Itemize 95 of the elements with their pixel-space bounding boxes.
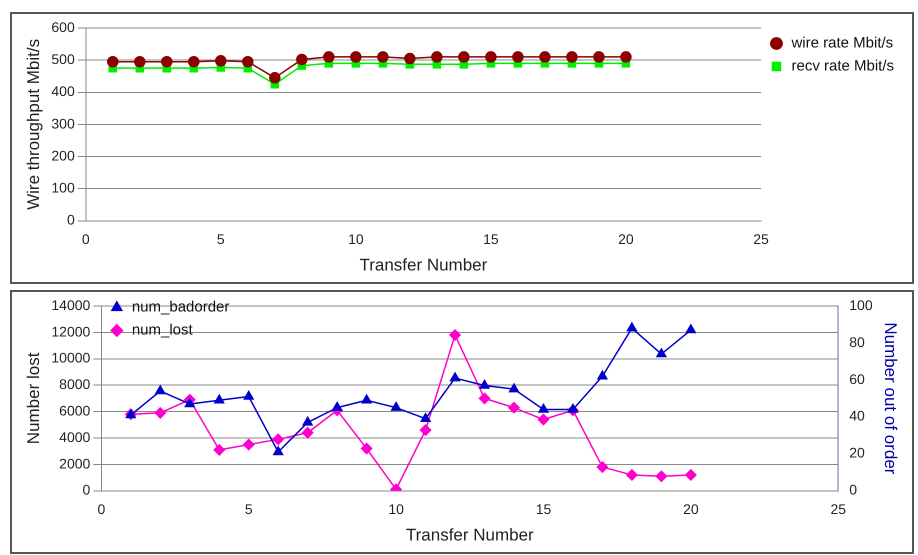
- y-axis-title: Wire throughput Mbit/s: [24, 38, 43, 210]
- y2-tick-label: 20: [849, 444, 866, 461]
- point: [656, 470, 668, 482]
- y-tick-label: 10000: [51, 350, 91, 366]
- point: [620, 51, 632, 63]
- y2-tick-label: 40: [849, 408, 866, 424]
- point: [420, 424, 432, 436]
- point: [296, 54, 308, 66]
- x-tick-label: 25: [753, 231, 769, 248]
- y-tick-label: 600: [51, 18, 75, 35]
- point: [302, 416, 313, 426]
- y-axis-title: Number lost: [24, 352, 43, 444]
- point: [404, 52, 416, 64]
- x-tick-label: 10: [388, 501, 404, 518]
- point: [362, 394, 372, 404]
- point: [323, 51, 335, 63]
- point: [593, 51, 605, 63]
- point: [512, 51, 524, 63]
- point: [391, 402, 402, 411]
- y2-tick-label: 60: [849, 370, 866, 387]
- point: [154, 407, 166, 419]
- point: [431, 51, 443, 63]
- point: [479, 380, 490, 389]
- x-tick-label: 15: [536, 501, 552, 518]
- y-tick-label: 100: [51, 180, 75, 196]
- y-tick-label: 12000: [51, 323, 91, 340]
- point: [568, 404, 578, 413]
- point: [478, 392, 490, 404]
- point: [450, 372, 460, 382]
- y2-tick-label: 100: [849, 296, 873, 313]
- point: [360, 442, 372, 454]
- x-tick-label: 20: [618, 231, 634, 248]
- x-tick-label: 15: [483, 231, 499, 248]
- legend-label: num_lost: [132, 322, 194, 339]
- point: [272, 434, 284, 446]
- point: [626, 469, 638, 481]
- point: [273, 446, 284, 456]
- y2-tick-label: 80: [849, 334, 866, 350]
- point: [214, 394, 224, 404]
- point: [213, 444, 225, 456]
- point: [566, 51, 578, 63]
- point: [656, 348, 666, 358]
- point: [449, 329, 461, 341]
- point: [161, 56, 173, 68]
- point: [485, 51, 497, 63]
- point: [242, 56, 254, 68]
- y-tick-label: 0: [66, 212, 75, 228]
- y-tick-label: 8000: [59, 376, 91, 392]
- point: [188, 56, 200, 68]
- legend-label: wire rate Mbit/s: [790, 34, 894, 52]
- y-tick-label: 14000: [51, 296, 91, 313]
- point: [332, 402, 342, 411]
- point: [686, 324, 696, 334]
- point: [244, 390, 254, 400]
- x-axis-title: Transfer Number: [359, 255, 488, 274]
- legend-label: recv rate Mbit/s: [791, 58, 894, 75]
- x-tick-label: 0: [97, 501, 106, 518]
- x-tick-label: 25: [830, 501, 846, 518]
- point: [597, 370, 608, 380]
- y2-tick-label: 0: [849, 482, 858, 498]
- x-axis-title: Transfer Number: [406, 525, 534, 544]
- point: [539, 51, 551, 63]
- point: [626, 322, 637, 332]
- point: [685, 469, 697, 481]
- y-tick-label: 6000: [59, 402, 91, 418]
- point: [215, 55, 227, 67]
- point: [350, 51, 362, 63]
- point: [538, 414, 550, 426]
- y-tick-label: 300: [51, 115, 75, 132]
- y-tick-label: 500: [51, 50, 75, 67]
- point: [134, 56, 146, 68]
- point: [508, 383, 520, 392]
- point: [242, 438, 254, 450]
- point: [302, 426, 314, 438]
- point: [155, 385, 166, 394]
- y2-axis-title: Number out of order: [881, 322, 900, 475]
- point: [269, 72, 281, 84]
- x-tick-label: 20: [683, 501, 699, 518]
- y-tick-label: 0: [82, 482, 91, 498]
- point: [508, 402, 520, 414]
- y-tick-label: 400: [51, 83, 75, 100]
- y-tick-label: 4000: [59, 428, 91, 445]
- y-tick-label: 200: [51, 147, 75, 164]
- point: [420, 412, 431, 422]
- point: [538, 404, 549, 413]
- point: [107, 56, 119, 68]
- x-tick-label: 5: [216, 231, 225, 248]
- point: [377, 51, 389, 63]
- x-tick-label: 10: [348, 231, 364, 248]
- point: [184, 398, 195, 408]
- point: [458, 51, 470, 63]
- x-tick-label: 5: [244, 501, 253, 518]
- legend-label: num_badorder: [132, 298, 230, 316]
- y-tick-label: 2000: [59, 455, 91, 472]
- point: [596, 461, 608, 473]
